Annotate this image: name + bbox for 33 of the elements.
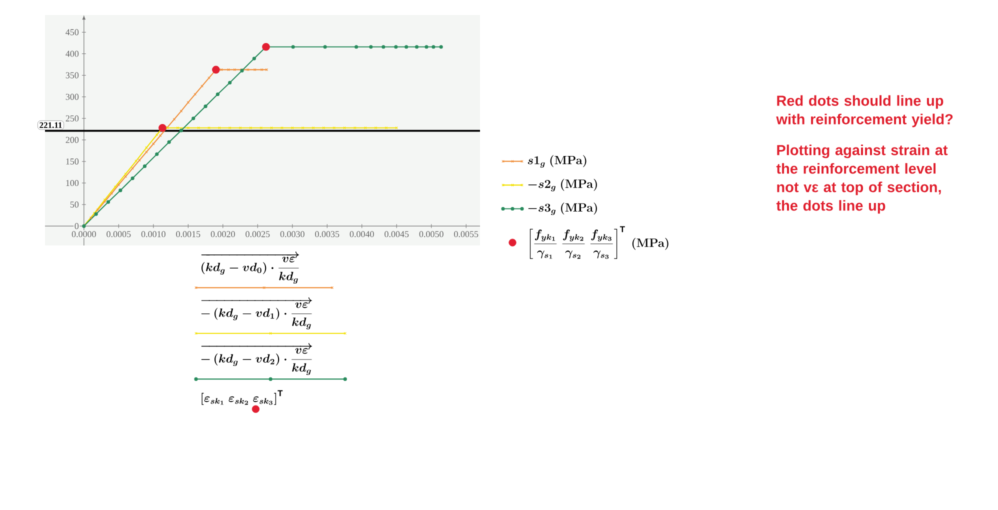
legend-label: $s1_g\ (\mathbf{MPa})$	[528, 155, 586, 168]
text: $\left[\varepsilon_{sk_1}\ \varepsilon_{sk_2}\ \varepsilon_{sk_3}\right]^{\mathrm{T}}$	[202, 390, 283, 405]
legend-label: $\left[\frac{f_{yk_1}}{\gamma_{s_1}}\ \frac{f_{yk_2}}{\gamma_{s_2}}\ \frac{f_{yk_3}}{\gamma_{s_3}}\right]^{\mathrm{T}}\ (\mathbf{MPa})$	[530, 226, 668, 259]
text: $\overrightarrow{\left(kd_g-vd_0\right)\cdot\frac{v\varepsilon}{kd_g}}$	[201, 252, 300, 284]
x-tick-label: 0.0045	[384, 231, 409, 238]
x-tick-label: 0.0025	[246, 231, 270, 238]
text: Red dots should line up with reinforcement yield?	[776, 95, 953, 128]
y-tick-label: 150	[66, 158, 79, 165]
x-tick-label: 0.0050	[419, 231, 444, 238]
x-tick-label: 0.0035	[315, 231, 340, 238]
y-tick-label: 400	[66, 50, 79, 57]
ref-line-label: 221.11	[40, 122, 62, 128]
x-tick-label: 0.0030	[280, 231, 304, 238]
x-tick-label: 0.0005	[106, 231, 131, 238]
text: Plotting against strain at the reinforcement level not vε at top of section, the dots line up	[776, 144, 948, 214]
x-tick-label: 0.0040	[350, 231, 374, 238]
x-tick-label: 0.0015	[176, 231, 200, 238]
x-tick-label: 0.0020	[210, 231, 235, 238]
x-tick-label: 0.0000	[72, 231, 96, 238]
x-tick-label: 0.0055	[454, 231, 478, 238]
y-tick-label: 350	[66, 72, 79, 78]
y-tick-label: 250	[66, 115, 79, 122]
x-tick-label: 0.0010	[141, 231, 166, 238]
legend-label: $-s3_g\ (\mathbf{MPa})$	[528, 202, 597, 215]
text: $\overrightarrow{-\left(kd_g-vd_2\right)\cdot\frac{v\varepsilon}{kd_g}}$	[201, 343, 312, 375]
y-tick-label: 100	[66, 180, 79, 186]
y-tick-label: 300	[66, 94, 79, 100]
y-tick-label: 200	[66, 136, 79, 143]
text: $\overrightarrow{-\left(kd_g-vd_1\right)\cdot\frac{v\varepsilon}{kd_g}}$	[201, 297, 312, 330]
y-tick-label: 450	[66, 29, 79, 36]
legend-label: $-s2_g\ (\mathbf{MPa})$	[528, 178, 597, 192]
y-tick-label: 0	[74, 223, 79, 230]
y-tick-label: 50	[70, 202, 79, 208]
